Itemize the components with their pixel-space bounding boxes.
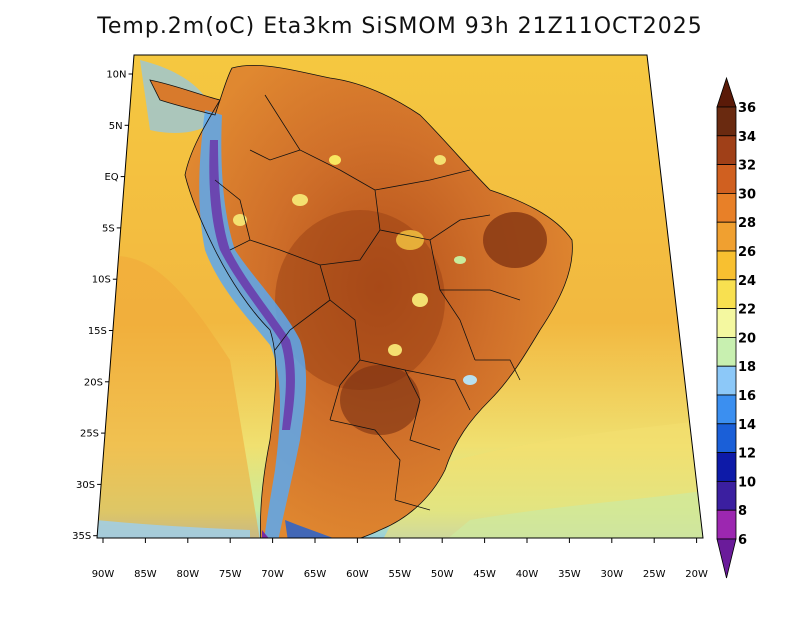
lon-tick-label: 50W: [431, 569, 454, 580]
colorbar-box: [716, 250, 737, 281]
cloud-patch: [412, 293, 428, 307]
colorbar-label: 8: [738, 504, 747, 519]
lon-tick-label: 65W: [304, 569, 327, 580]
cloud-patch: [388, 344, 402, 356]
lon-tick-label: 30W: [600, 569, 623, 580]
colorbar-box: [716, 308, 737, 338]
chaco-hot-spot: [340, 365, 420, 435]
cloud-patch: [292, 194, 308, 206]
map-title: Temp.2m(oC) Eta3km SiSMOM 93h 21Z11OCT20…: [97, 14, 703, 39]
colorbar-label: 10: [738, 475, 756, 490]
colorbar-box: [716, 192, 737, 223]
colorbar: 36 34 32 30 28 26 24 22 20 18 16 14 12 10 8 6: [716, 76, 756, 579]
central-hot-core: [275, 210, 445, 390]
cloud-patch: [454, 256, 466, 264]
lon-tick-label: 20W: [685, 569, 708, 580]
lat-tick-label: 5S: [102, 223, 115, 234]
lon-tick-label: 45W: [473, 569, 496, 580]
lon-tick-label: 35W: [558, 569, 581, 580]
colorbar-label: 14: [738, 418, 756, 433]
andes-cold-strip: [199, 110, 307, 538]
northeast-hot-spot: [483, 212, 547, 268]
lon-tick-label: 90W: [92, 569, 115, 580]
atlantic-cooler-band: [440, 490, 703, 538]
colorbar-label: 24: [738, 274, 756, 289]
lat-tick-label: 30S: [76, 480, 95, 491]
patagonia-cool: [285, 520, 360, 538]
cloud-patch: [233, 214, 247, 226]
colorbar-label: 22: [738, 303, 756, 318]
cloud-patch: [434, 155, 446, 165]
lat-tick-label: 10N: [106, 70, 126, 81]
map-field: [97, 55, 703, 538]
colorbar-box: [716, 394, 737, 425]
lon-tick-label: 40W: [516, 569, 539, 580]
colorbar-box: [716, 423, 737, 453]
colorbar-label: 36: [738, 101, 756, 116]
colorbar-box: [716, 452, 737, 482]
lon-tick-label: 80W: [176, 569, 199, 580]
colorbar-label: 28: [738, 216, 756, 231]
colorbar-box: [716, 279, 737, 309]
lon-tick-label: 25W: [643, 569, 666, 580]
colorbar-label: 32: [738, 159, 756, 174]
colorbar-box: [716, 365, 737, 396]
lat-tick-label: 20S: [84, 377, 103, 388]
pacific-warm-band: [97, 256, 260, 538]
lat-tick-label: EQ: [104, 172, 118, 183]
colorbar-box: [716, 164, 737, 194]
lon-tick-label: 75W: [219, 569, 242, 580]
colorbar-label: 26: [738, 245, 756, 260]
colorbar-label: 18: [738, 360, 756, 375]
central-america-land: [150, 80, 220, 115]
colorbar-box: [716, 221, 737, 252]
colorbar-max-triangle: [716, 76, 737, 108]
colorbar-label: 20: [738, 331, 756, 346]
country-borders: [149, 64, 573, 538]
colorbar-box: [716, 106, 737, 137]
latitude-axis: 10N 5N EQ 5S 10S 15S 20S 25S 30S 35S: [72, 70, 133, 542]
colorbar-box: [716, 135, 737, 166]
lon-tick-label: 60W: [346, 569, 369, 580]
lat-tick-label: 35S: [72, 531, 91, 542]
lat-tick-label: 15S: [88, 326, 107, 337]
colorbar-box: [716, 480, 737, 511]
colorbar-label: 34: [738, 130, 756, 145]
colorbar-label: 12: [738, 447, 756, 462]
lon-tick-label: 70W: [261, 569, 284, 580]
lon-tick-label: 55W: [388, 569, 411, 580]
longitude-axis: 90W 85W 80W 75W 70W 65W 60W 55W 50W 45W 40W 35W 30W 2…: [92, 538, 708, 580]
lat-tick-label: 25S: [80, 429, 99, 440]
cloud-patch: [329, 155, 341, 165]
cloud-patch: [396, 230, 424, 250]
lon-tick-label: 85W: [134, 569, 157, 580]
lat-tick-label: 5N: [109, 121, 123, 132]
colorbar-label: 30: [738, 187, 756, 202]
colorbar-min-triangle: [716, 538, 737, 579]
map-frame: [96, 54, 704, 539]
colorbar-label: 16: [738, 389, 756, 404]
colorbar-label: 6: [738, 533, 747, 548]
andes-coldest-core: [209, 140, 295, 430]
cloud-patch: [463, 375, 477, 385]
pacific-cool-strip: [97, 520, 250, 538]
colorbar-box: [716, 336, 737, 367]
colorbar-box: [716, 509, 737, 540]
lat-tick-label: 10S: [92, 275, 111, 286]
